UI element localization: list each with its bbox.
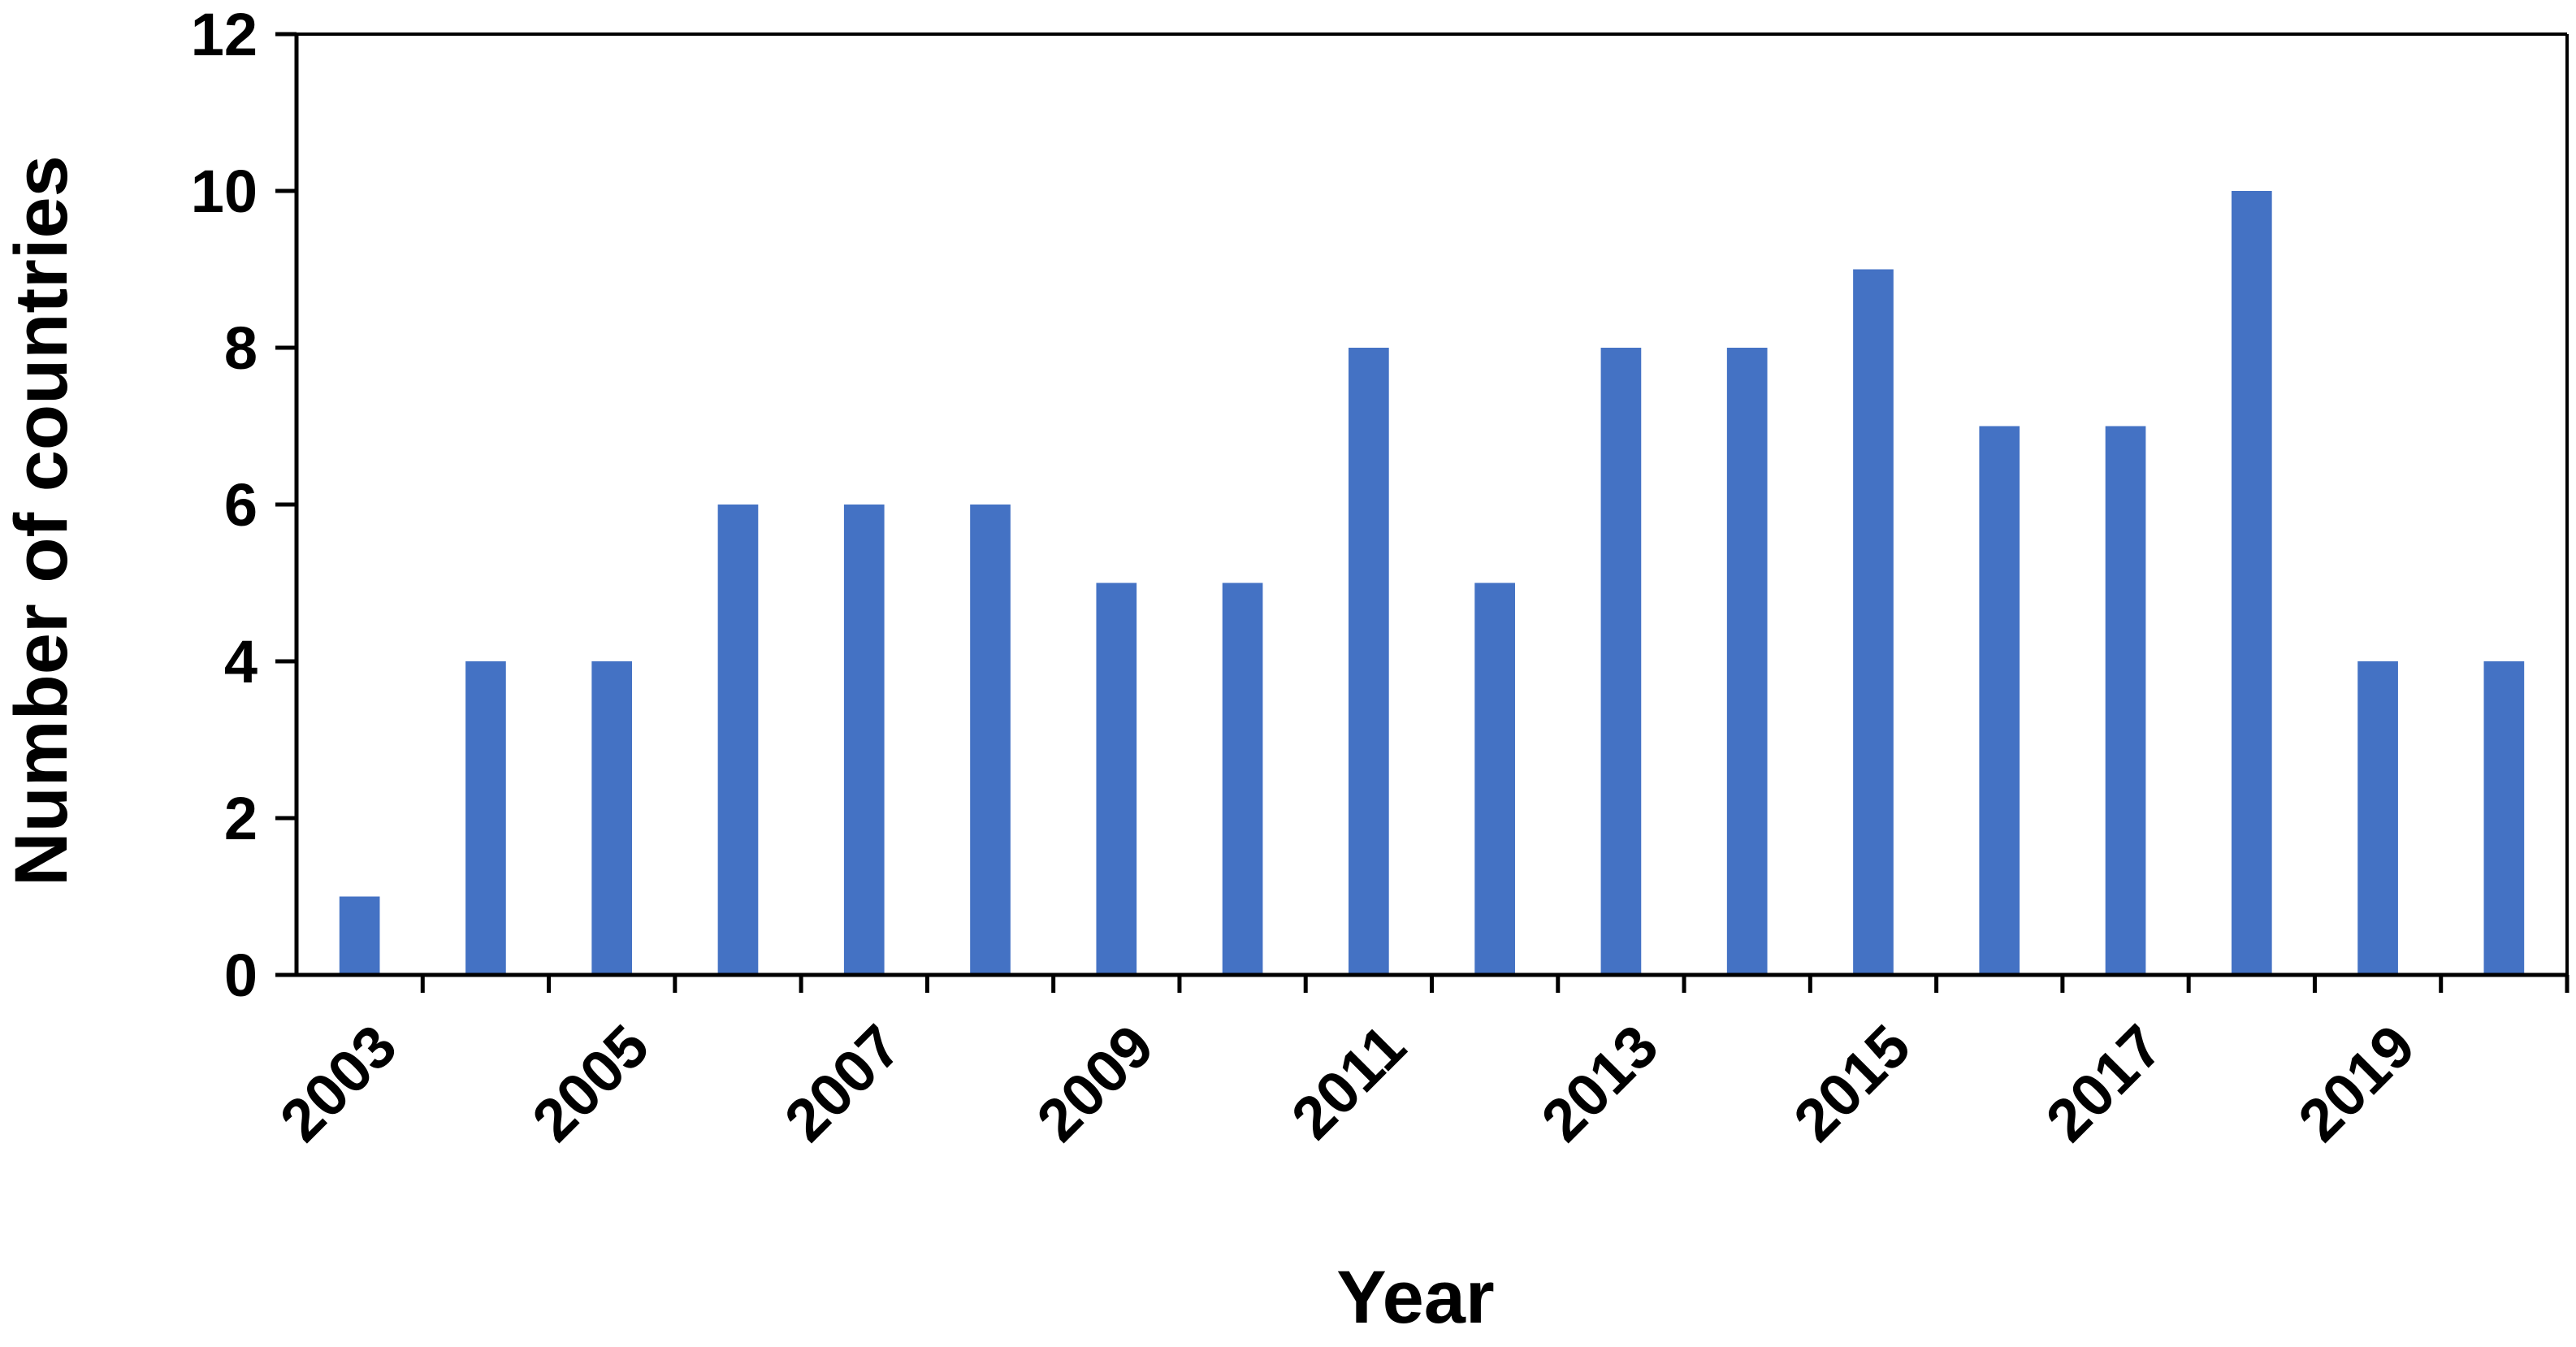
x-tick-label-2013: 2013 (1529, 1012, 1671, 1154)
bar-2008 (970, 505, 1011, 975)
x-tick-label-2017: 2017 (2033, 1012, 2176, 1154)
y-tick-label-8: 8 (224, 314, 258, 382)
bar-2004 (465, 661, 506, 975)
bar-2019 (2357, 661, 2398, 975)
bar-2016 (1979, 426, 2020, 975)
y-tick-labels: 0 2 4 6 8 10 12 (191, 1, 258, 1009)
x-axis-title: Year (1336, 1256, 1494, 1339)
x-tick-labels: 2003 2005 2007 2009 2011 2013 2015 2017 2019 (267, 1012, 2428, 1154)
bar-2011 (1349, 348, 1389, 975)
bar-2010 (1222, 583, 1263, 975)
axes-group (275, 32, 2570, 993)
bar-2015 (1853, 269, 1894, 975)
bar-2013 (1600, 348, 1642, 975)
y-tick-label-6: 6 (224, 471, 258, 539)
y-tick-label-2: 2 (224, 785, 258, 852)
bars-group (339, 191, 2525, 975)
x-tick-label-2015: 2015 (1781, 1012, 1923, 1154)
y-tick-label-10: 10 (191, 158, 258, 225)
bar-2006 (717, 505, 759, 975)
bar-2012 (1474, 583, 1515, 975)
bar-2005 (591, 661, 633, 975)
x-tick-label-2007: 2007 (772, 1012, 914, 1154)
bar-2009 (1096, 583, 1137, 975)
x-tick-label-2009: 2009 (1024, 1012, 1166, 1154)
y-tick-label-12: 12 (191, 1, 258, 68)
bar-2014 (1726, 348, 1768, 975)
x-tick-label-2011: 2011 (1279, 1012, 1418, 1152)
x-tick-label-2019: 2019 (2285, 1012, 2427, 1154)
bar-2003 (339, 896, 380, 975)
bar-2017 (2105, 426, 2146, 975)
bar-2020 (2483, 661, 2525, 975)
y-axis-title: Number of countries (0, 155, 83, 886)
y-tick-label-4: 4 (224, 628, 258, 695)
x-tick-label-2003: 2003 (267, 1012, 409, 1154)
bar-2007 (843, 505, 885, 975)
x-tick-label-2005: 2005 (519, 1012, 661, 1154)
y-tick-label-0: 0 (224, 942, 258, 1009)
bar-2018 (2231, 191, 2272, 975)
